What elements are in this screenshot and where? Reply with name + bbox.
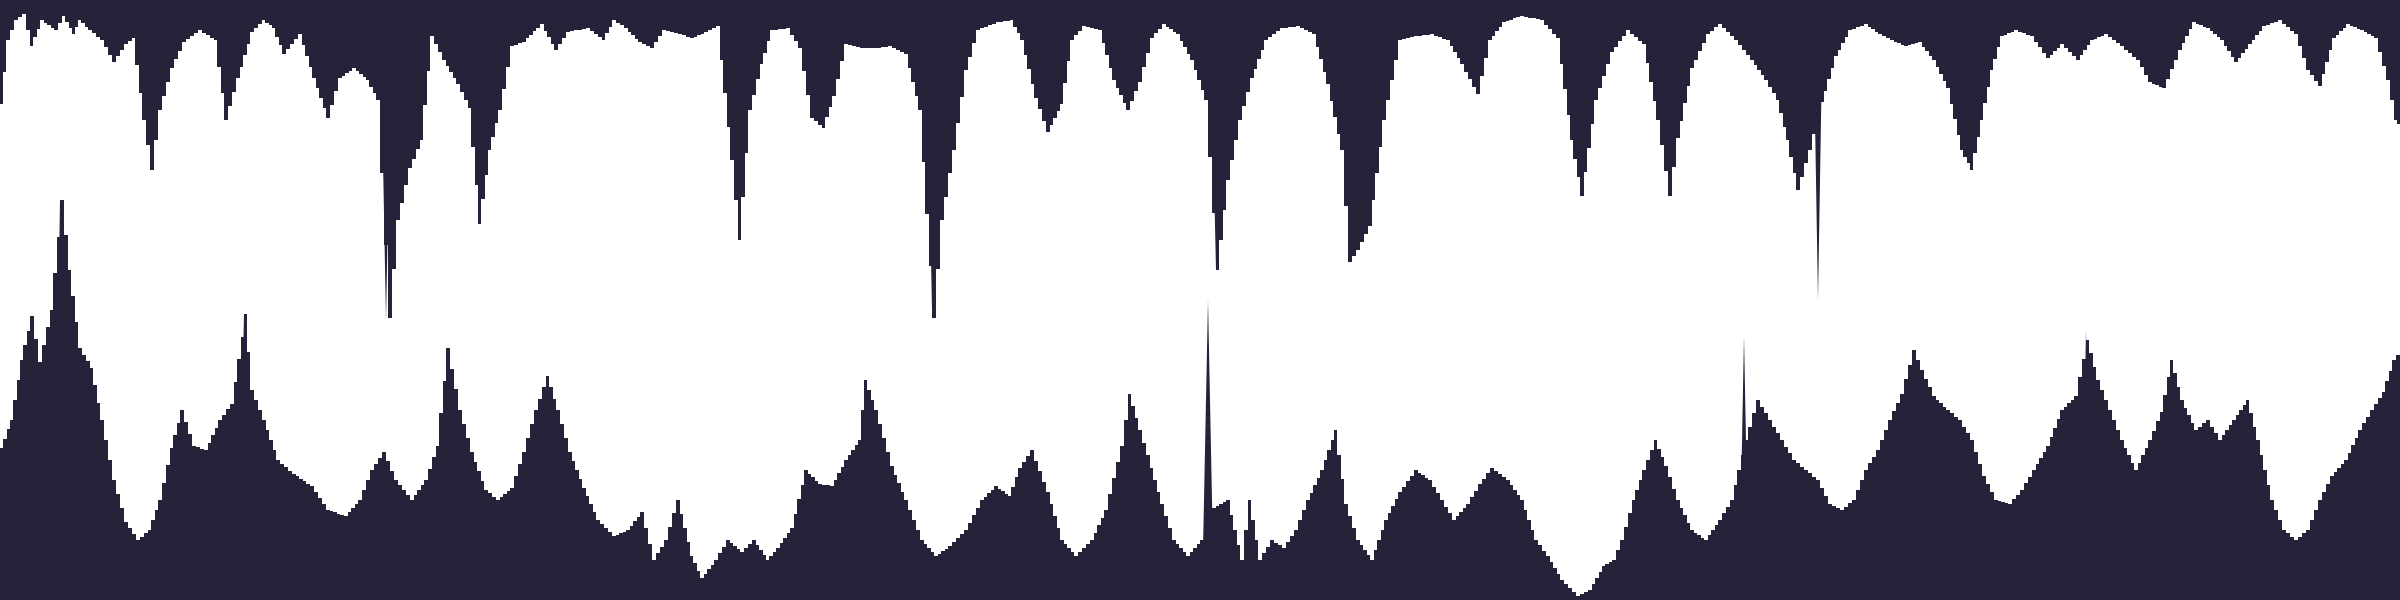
stalactite-ceiling [0,0,2400,318]
cave-floor [0,200,2400,600]
stalactite-spike [380,0,392,320]
stalactite-spike [1210,0,1222,270]
stalagmite-spike [54,200,66,600]
stalagmite-spike [2081,330,2091,600]
stalagmite-spike [1202,300,1214,600]
stalactite-spike [926,0,938,310]
stalactite-spike [1813,0,1823,300]
cave-ceiling [0,0,2400,320]
stalagmite-spike [1739,336,1749,600]
stalagmite-spike [238,314,250,600]
stalagmite-floor [0,200,2400,600]
